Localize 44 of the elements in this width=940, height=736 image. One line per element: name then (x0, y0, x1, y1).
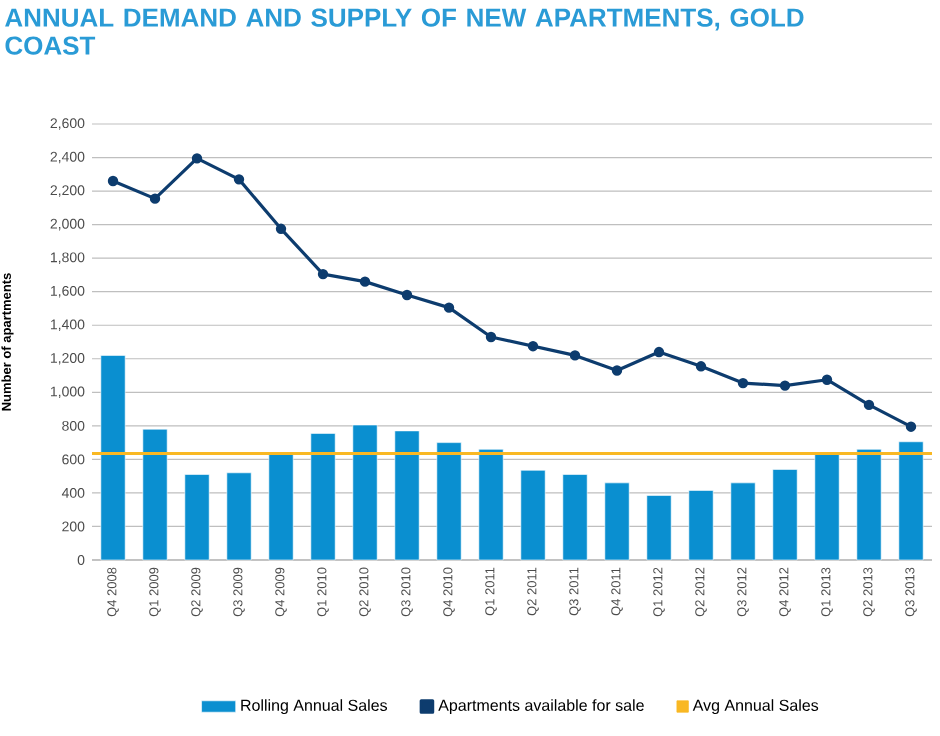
bar (142, 428, 168, 561)
point (527, 341, 539, 352)
legend-label: Rolling Annual Sales (241, 699, 388, 715)
legend-label: Apartments available for sale (438, 699, 644, 715)
point (905, 421, 917, 432)
point (863, 399, 875, 411)
point (233, 174, 245, 185)
point (611, 365, 623, 376)
point (653, 346, 665, 358)
point (443, 302, 455, 313)
bar (184, 474, 210, 561)
point (695, 361, 707, 372)
bar (436, 442, 462, 561)
bar (100, 355, 126, 561)
chart-title: ANNUAL DEMAND AND SUPPLY OF NEW APARTMENTS, GOLD COAST (5, 8, 804, 55)
point (107, 175, 119, 187)
point (737, 377, 749, 389)
point (359, 276, 371, 287)
bar (814, 454, 840, 561)
bar (604, 482, 630, 561)
bar (226, 472, 252, 561)
bar (646, 495, 672, 561)
bar (394, 430, 420, 561)
bar (268, 454, 294, 561)
point (317, 268, 329, 280)
point (191, 153, 203, 164)
bar (730, 482, 756, 561)
bar (352, 424, 378, 561)
point (149, 193, 161, 204)
bar (310, 433, 336, 561)
bar (562, 474, 588, 561)
bar (856, 449, 882, 561)
point (485, 331, 497, 343)
point (401, 289, 413, 301)
point (569, 350, 581, 361)
bar (520, 469, 546, 561)
point (275, 223, 287, 235)
bar (898, 441, 924, 561)
point (821, 374, 833, 385)
bar (478, 449, 504, 561)
bar (688, 490, 714, 561)
point (779, 380, 791, 391)
bar (772, 469, 798, 561)
legend-label: Avg Annual Sales (692, 699, 819, 715)
